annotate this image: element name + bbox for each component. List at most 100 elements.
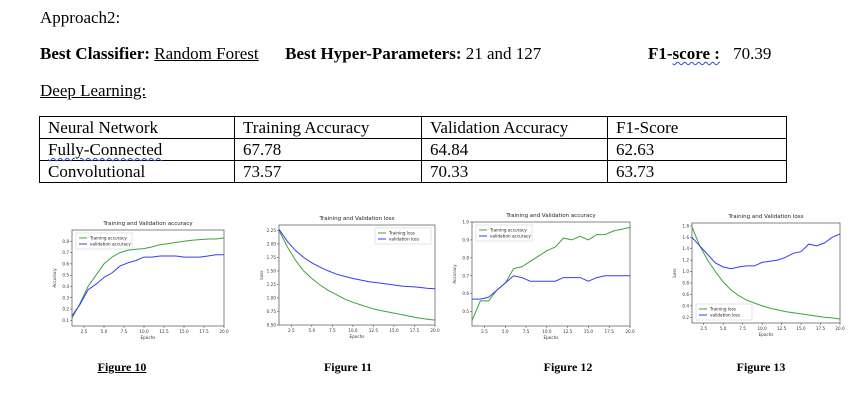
y-tick-label: 2.00 — [267, 241, 277, 246]
y-tick-label: 0.5 — [62, 273, 69, 278]
y-tick-label: 0.6 — [682, 292, 689, 297]
series-line — [472, 275, 630, 300]
x-tick-label: 10.0 — [757, 326, 767, 331]
x-axis-label: Epochs — [140, 335, 155, 340]
x-tick-label: 20.0 — [835, 326, 845, 331]
y-tick-label: 1.0 — [462, 220, 469, 225]
x-tick-label: 15.0 — [584, 329, 594, 334]
y-tick-label: 0.8 — [682, 281, 689, 286]
y-tick-label: 1.50 — [267, 268, 277, 273]
x-tick-label: 2.5 — [700, 326, 707, 331]
y-tick-label: 0.2 — [62, 307, 69, 312]
table-cell: 70.33 — [421, 160, 608, 183]
y-tick-label: 0.50 — [267, 323, 277, 328]
classifier-label: Best Classifier: — [40, 44, 151, 63]
y-tick-label: 1.75 — [267, 255, 277, 260]
x-tick-label: 10.0 — [542, 329, 552, 334]
series-line — [278, 229, 436, 290]
x-tick-label: 12.5 — [777, 326, 787, 331]
header-cell: F1-Score — [607, 116, 787, 139]
header-cell: Training Accuracy — [234, 116, 422, 139]
table-cell: 73.57 — [234, 160, 422, 183]
legend-label: Training accuracy — [89, 236, 127, 241]
y-tick-label: 0.5 — [462, 309, 469, 314]
figure-11-chart: Training and Validation loss 2.5 5.0 7.5 10.… — [259, 216, 440, 339]
y-tick-label: 0.4 — [62, 284, 69, 289]
legend-label: validation accuracy — [490, 234, 531, 239]
y-tick-label: 1.00 — [267, 295, 277, 300]
y-axis-label: Loss — [259, 270, 264, 279]
network-name: Fully-Connected — [48, 140, 163, 159]
y-tick-label: 1.8 — [682, 223, 689, 228]
x-tick-label: 2.5 — [81, 329, 88, 334]
legend-label: validation loss — [710, 313, 740, 318]
y-tick-label: 0.4 — [682, 303, 689, 308]
y-axis-label: Loss — [672, 268, 677, 277]
f1-score-line: F1-score : 70.39 — [648, 44, 771, 64]
hyper-parameters-value: 21 and 127 — [465, 44, 542, 63]
legend-box — [475, 224, 533, 242]
x-tick-label: 5.0 — [720, 326, 727, 331]
x-tick-label: 15.0 — [179, 329, 189, 334]
y-tick-label: 0.3 — [62, 295, 69, 300]
x-tick-label: 17.5 — [605, 329, 615, 334]
deep-learning-heading: Deep Learning: — [40, 81, 147, 100]
hyper-parameters-label: Best Hyper-Parameters: — [285, 44, 462, 63]
legend-label: Training loss — [709, 307, 736, 312]
legend-label: Training loss — [388, 231, 415, 236]
series-line — [71, 237, 225, 319]
x-axis-label: Epochs — [543, 335, 558, 340]
chart-title: Training and Validation loss — [318, 216, 394, 222]
legend-box — [695, 303, 753, 321]
figure-12-caption: Figure 12 — [543, 360, 593, 374]
results-table: Neural Network Training Accuracy Validat… — [39, 116, 787, 183]
y-tick-label: 1.4 — [682, 246, 689, 251]
legend-label: validation loss — [389, 237, 419, 242]
x-tick-label: 12.5 — [369, 328, 379, 333]
y-tick-label: 1.25 — [267, 282, 277, 287]
y-tick-label: 0.8 — [462, 255, 469, 260]
table-cell: 67.78 — [234, 138, 422, 161]
y-axis-label: Accuracy — [452, 264, 457, 284]
f1-label-prefix: F1- — [648, 44, 673, 63]
y-tick-label: 0.7 — [462, 273, 469, 278]
x-tick-label: 7.5 — [739, 326, 746, 331]
y-tick-label: 0.6 — [62, 261, 69, 266]
y-tick-label: 1.2 — [682, 258, 689, 263]
x-axis-label: Epochs — [758, 332, 773, 337]
y-tick-label: 0.75 — [267, 309, 277, 314]
legend-label: Training accuracy — [489, 228, 527, 233]
y-tick-label: 0.1 — [62, 318, 69, 323]
table-cell: 64.84 — [421, 138, 608, 161]
series-line — [691, 233, 841, 270]
legend-box — [75, 232, 133, 250]
table-cell: Fully-Connected — [39, 138, 235, 161]
x-tick-label: 20.0 — [625, 329, 635, 334]
x-tick-label: 12.5 — [159, 329, 169, 334]
series-line — [278, 230, 436, 321]
x-tick-label: 5.0 — [101, 329, 108, 334]
series-line — [71, 254, 224, 317]
y-tick-label: 0.2 — [682, 315, 689, 320]
f1-label-suffix: score : — [672, 44, 720, 63]
chart-title: Training and Validation accuracy — [505, 213, 596, 219]
legend-box — [374, 227, 432, 245]
y-tick-label: 2.25 — [267, 228, 277, 233]
x-tick-label: 10.0 — [348, 328, 358, 333]
figure-13-chart: Training and Validation loss 2.5 5.0 7.5 10.… — [672, 214, 845, 337]
approach-title: Approach2: — [40, 8, 121, 27]
table-header-row: Neural Network Training Accuracy Validat… — [39, 116, 787, 139]
y-tick-label: 1.0 — [682, 269, 689, 274]
table-cell: Convolutional — [39, 160, 235, 183]
x-tick-label: 17.5 — [199, 329, 209, 334]
x-tick-label: 2.5 — [288, 328, 295, 333]
y-tick-label: 0.8 — [62, 239, 69, 244]
x-tick-label: 17.5 — [410, 328, 420, 333]
y-tick-label: 0.7 — [62, 250, 69, 255]
x-tick-label: 15.0 — [796, 326, 806, 331]
header-cell: Validation Accuracy — [421, 116, 608, 139]
header-cell: Neural Network — [39, 116, 235, 139]
x-tick-label: 10.0 — [139, 329, 149, 334]
x-axis-label: Epochs — [349, 334, 364, 339]
y-tick-label: 1.6 — [682, 235, 689, 240]
